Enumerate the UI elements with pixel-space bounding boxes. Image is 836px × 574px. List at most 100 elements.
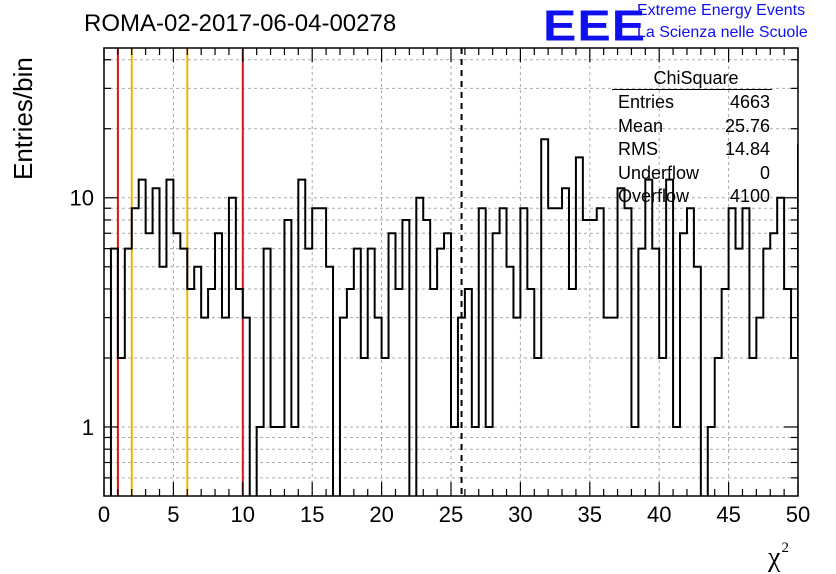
histogram-bin [645, 180, 652, 496]
histogram-bin [555, 208, 562, 496]
histogram-bin [576, 157, 583, 496]
histogram-bin [312, 208, 319, 496]
histogram-bin [666, 180, 673, 496]
x-tick-label: 5 [167, 502, 179, 527]
histogram-bin [604, 318, 611, 496]
stats-row-entries: Entries 4663 [612, 90, 772, 114]
histogram-bin [264, 249, 271, 496]
histogram-bin [132, 208, 139, 496]
histogram-bin [160, 267, 167, 496]
histogram-bin [347, 289, 354, 496]
histogram-bin [631, 427, 638, 496]
run-title: ROMA-02-2017-06-04-00278 [84, 10, 397, 37]
stats-row-overflow: Overflow 4100 [612, 184, 772, 208]
histogram-bin [173, 233, 180, 496]
histogram-bin [416, 198, 423, 496]
histogram-bin [340, 318, 347, 496]
y-tick-label: 1 [82, 415, 94, 440]
histogram-bin [236, 289, 243, 496]
histogram-bin [611, 318, 618, 496]
histogram-bin [375, 318, 382, 496]
histogram-bin [479, 208, 486, 496]
histogram-bin [291, 427, 298, 496]
stats-label: RMS [618, 139, 658, 159]
stats-row-mean: Mean 25.76 [612, 114, 772, 138]
stats-row-underflow: Underflow 0 [612, 161, 772, 185]
stats-value: 0 [759, 162, 770, 183]
histogram-bin [777, 198, 784, 496]
eee-logo: EEE [543, 0, 647, 51]
axes-frame [103, 47, 799, 497]
histogram-bin [402, 220, 409, 496]
histogram-bin [229, 198, 236, 496]
histogram-bin [742, 208, 749, 496]
histogram-bin [111, 249, 118, 496]
histogram-bin [562, 188, 569, 496]
histogram-bin [146, 233, 153, 496]
histogram-bin [472, 427, 479, 496]
histogram-bin [389, 233, 396, 496]
histogram-bin [625, 208, 632, 496]
histogram-bin [278, 427, 285, 496]
histogram-bin [548, 208, 555, 496]
histogram-bin [118, 358, 125, 496]
logo-subtitle-line1: Extreme Energy Events [637, 2, 806, 19]
histogram-bin [361, 358, 368, 496]
x-tick-label: 20 [369, 502, 393, 527]
stats-title: ChiSquare [612, 68, 772, 90]
histogram-bin [729, 208, 736, 496]
histogram-bin [507, 267, 514, 496]
histogram-bin [736, 249, 743, 496]
x-axis-label-symbol: χ [768, 542, 781, 573]
histogram-bin [708, 427, 715, 496]
y-tick-label: 10 [70, 186, 94, 211]
histogram-bin [784, 289, 791, 496]
histogram-bin [569, 289, 576, 496]
histogram-bin [451, 427, 458, 496]
histogram-bin [680, 233, 687, 496]
histogram-bins [109, 138, 798, 496]
x-axis-label-superscript: 2 [781, 540, 789, 556]
histogram-bin [618, 188, 625, 496]
x-tick-label: 30 [508, 502, 532, 527]
stats-label: Mean [618, 115, 664, 136]
histogram-bin [284, 220, 291, 496]
histogram-bin [652, 249, 659, 496]
histogram-bin [770, 233, 777, 496]
histogram-outline [109, 138, 798, 496]
histogram-bin [527, 289, 534, 496]
histogram-bin [722, 289, 729, 496]
histogram-bin [756, 318, 763, 496]
histogram-bin [486, 427, 493, 496]
histogram-bin [638, 249, 645, 496]
histogram-bin [534, 358, 541, 496]
histogram-bin [153, 188, 160, 496]
histogram-bin [271, 427, 278, 496]
histogram-bin [395, 289, 402, 496]
histogram-bin [194, 267, 201, 496]
histogram-bin [298, 180, 305, 496]
stats-value: 4663 [729, 92, 770, 112]
x-tick-label: 35 [578, 502, 602, 527]
histogram-bin [694, 267, 701, 496]
x-tick-label: 50 [786, 502, 810, 527]
x-tick-label: 15 [300, 502, 324, 527]
histogram-bin [590, 220, 597, 496]
histogram-bin [305, 249, 312, 496]
histogram-bin [368, 249, 375, 496]
stats-box: ChiSquare Entries 4663 Mean 25.76 RMS 14.84… [612, 68, 772, 208]
histogram-bin [382, 358, 389, 496]
histogram-bin [763, 249, 770, 496]
histogram-bin [139, 180, 146, 496]
stats-value: 4100 [729, 186, 770, 206]
histogram-bin [201, 318, 208, 496]
histogram-bin [354, 249, 361, 496]
histogram-bin [659, 358, 666, 496]
histogram-bin [215, 233, 222, 496]
y-axis-label: Entries/bin [8, 57, 38, 180]
stats-label: Overflow [618, 186, 690, 206]
x-tick-label: 45 [716, 502, 740, 527]
x-tick-label: 40 [647, 502, 671, 527]
histogram-bin [513, 318, 520, 496]
